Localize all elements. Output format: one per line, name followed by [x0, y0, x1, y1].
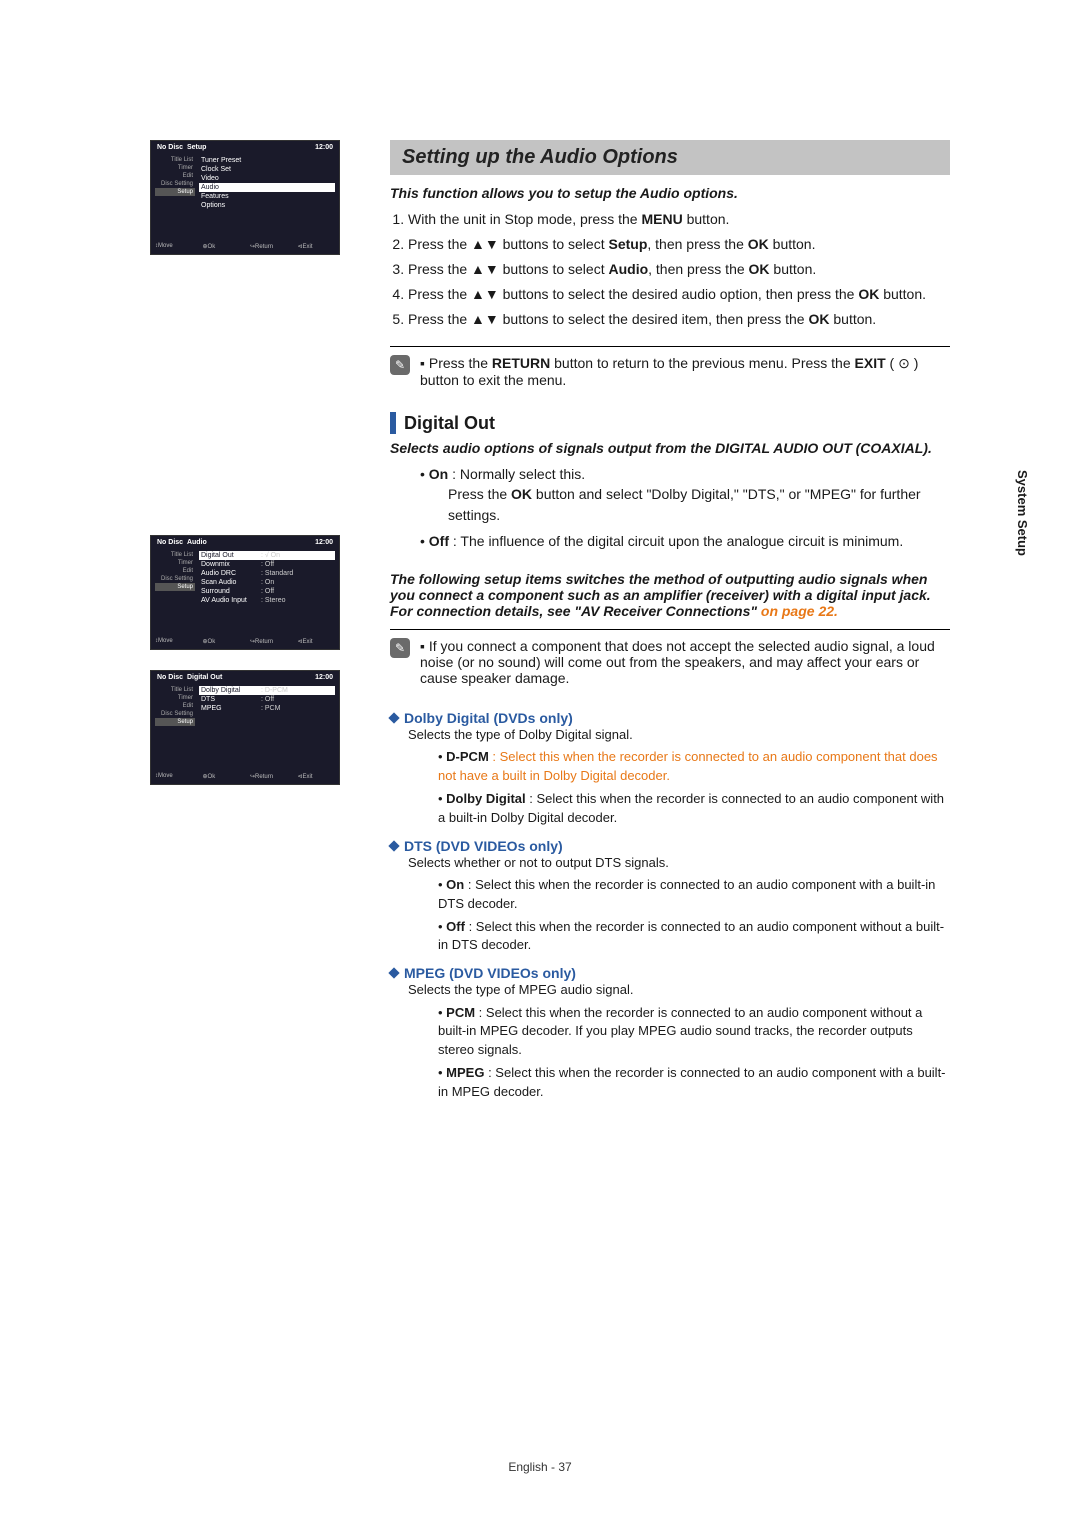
diamond-icon [388, 840, 399, 851]
dolby-subtitle: Selects the type of Dolby Digital signal… [408, 726, 950, 744]
page-content: No Disc Setup12:00Title ListTimerEditDis… [0, 0, 1080, 1166]
note-icon: ✎ [390, 638, 410, 658]
divider [390, 629, 950, 630]
option-on: • On : Normally select this. Press the O… [390, 464, 950, 525]
note-text: ▪ Press the RETURN button to return to t… [420, 355, 950, 388]
note-icon: ✎ [390, 355, 410, 375]
mpeg-mpeg: • MPEG : Select this when the recorder i… [420, 1064, 950, 1102]
note-text: ▪ If you connect a component that does n… [420, 638, 950, 686]
step-item: With the unit in Stop mode, press the ME… [408, 209, 950, 230]
steps-list: With the unit in Stop mode, press the ME… [390, 209, 950, 330]
step-item: Press the ▲▼ buttons to select Setup, th… [408, 234, 950, 255]
intro-text: This function allows you to setup the Au… [390, 185, 950, 201]
digital-out-heading: Digital Out [390, 412, 950, 434]
step-item: Press the ▲▼ buttons to select Audio, th… [408, 259, 950, 280]
dolby-dpcm: • D-PCM : Select this when the recorder … [420, 748, 950, 786]
blue-bar-icon [390, 412, 396, 434]
option-off: • Off : The influence of the digital cir… [390, 531, 950, 551]
diamond-icon [388, 713, 399, 724]
dolby-digital-heading: Dolby Digital (DVDs only) [390, 710, 950, 726]
connection-paragraph: The following setup items switches the m… [390, 571, 950, 619]
dts-subtitle: Selects whether or not to output DTS sig… [408, 854, 950, 872]
note-box-return: ✎ ▪ Press the RETURN button to return to… [390, 346, 950, 388]
osd-audio-screenshot: No Disc Audio12:00Title ListTimerEditDis… [150, 535, 340, 650]
right-column: Setting up the Audio Options This functi… [390, 140, 950, 1106]
dts-heading: DTS (DVD VIDEOs only) [390, 838, 950, 854]
dts-on: • On : Select this when the recorder is … [420, 876, 950, 914]
dts-off: • Off : Select this when the recorder is… [420, 918, 950, 956]
dolby-digital: • Dolby Digital : Select this when the r… [420, 790, 950, 828]
diamond-icon [388, 968, 399, 979]
mpeg-heading: MPEG (DVD VIDEOs only) [390, 965, 950, 981]
step-item: Press the ▲▼ buttons to select the desir… [408, 309, 950, 330]
mpeg-subtitle: Selects the type of MPEG audio signal. [408, 981, 950, 999]
page-footer: English - 37 [0, 1460, 1080, 1474]
digital-out-intro: Selects audio options of signals output … [390, 440, 950, 456]
note-box-warning: ✎ ▪ If you connect a component that does… [390, 638, 950, 686]
osd-setup-screenshot: No Disc Setup12:00Title ListTimerEditDis… [150, 140, 340, 255]
left-column: No Disc Setup12:00Title ListTimerEditDis… [150, 140, 350, 1106]
osd-digital-out-screenshot: No Disc Digital Out12:00Title ListTimerE… [150, 670, 340, 785]
section-heading: Setting up the Audio Options [390, 140, 950, 175]
side-tab: System Setup [1015, 470, 1030, 556]
mpeg-pcm: • PCM : Select this when the recorder is… [420, 1004, 950, 1061]
step-item: Press the ▲▼ buttons to select the desir… [408, 284, 950, 305]
